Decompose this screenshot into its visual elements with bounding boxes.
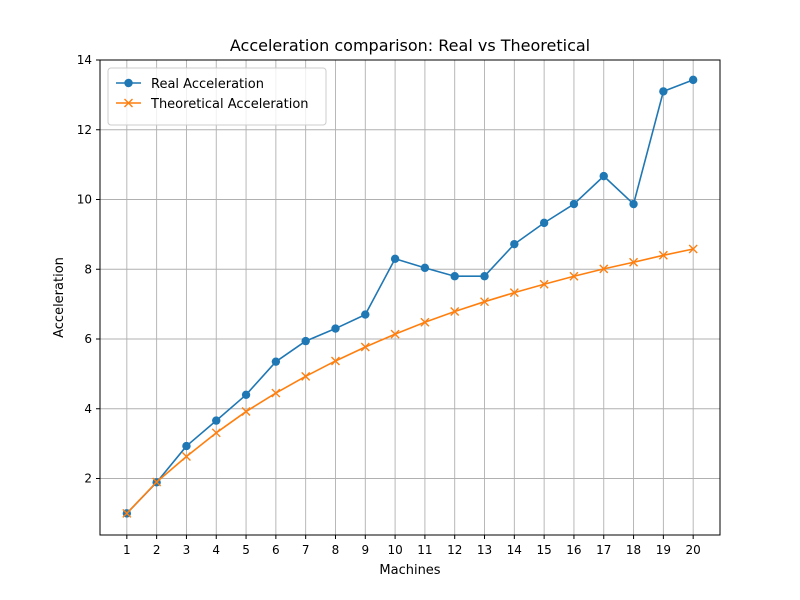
data-point xyxy=(301,371,311,381)
data-point xyxy=(271,357,281,366)
x-tick-label: 2 xyxy=(153,543,161,557)
data-point xyxy=(509,288,519,298)
x-tick-label: 9 xyxy=(361,543,369,557)
data-point xyxy=(390,329,400,339)
legend: Real Acceleration Theoretical Acceleratio… xyxy=(107,67,327,126)
x-tick-label: 20 xyxy=(686,543,701,557)
data-point xyxy=(361,310,370,319)
y-tick-label: 6 xyxy=(84,332,92,346)
x-tick-label: 4 xyxy=(212,543,220,557)
x-tick-label: 16 xyxy=(566,543,581,557)
x-tick-label: 18 xyxy=(626,543,641,557)
x-tick-label: 6 xyxy=(272,543,280,557)
data-point xyxy=(539,279,549,289)
data-point xyxy=(360,342,370,352)
data-point xyxy=(480,272,489,281)
data-point xyxy=(480,297,490,307)
chart-title: Acceleration comparison: Real vs Theoret… xyxy=(230,36,590,55)
x-tick-label: 12 xyxy=(447,543,462,557)
data-point xyxy=(688,244,698,254)
data-point xyxy=(629,199,638,209)
data-point xyxy=(241,407,251,417)
data-point xyxy=(182,441,191,451)
x-tick-label: 7 xyxy=(302,543,310,557)
legend-marker xyxy=(124,78,133,88)
data-point xyxy=(420,263,430,273)
data-point xyxy=(301,336,310,346)
axis-ticks: 1 2 3 4 5 6 7 8 9 10 11 12 13 14 15 16 17 18 19 20246810121… xyxy=(77,53,701,557)
x-tick-label: 15 xyxy=(536,543,551,557)
x-tick-label: 11 xyxy=(417,543,432,557)
x-tick-label: 13 xyxy=(477,543,492,557)
data-point xyxy=(510,239,519,249)
data-point xyxy=(211,428,221,438)
y-tick-label: 10 xyxy=(77,193,92,207)
x-tick-label: 14 xyxy=(507,543,522,557)
data-point xyxy=(331,324,340,333)
x-axis-label: Machines xyxy=(379,563,440,578)
grid xyxy=(100,59,720,535)
data-point xyxy=(122,508,132,518)
data-point xyxy=(629,257,639,267)
y-tick-label: 4 xyxy=(84,402,92,416)
y-tick-label: 8 xyxy=(84,262,92,276)
x-tick-label: 10 xyxy=(387,543,402,557)
data-point xyxy=(330,356,340,366)
y-tick-label: 2 xyxy=(84,472,92,486)
data-point xyxy=(450,306,460,316)
data-point xyxy=(599,264,609,274)
data-point xyxy=(152,477,162,487)
x-tick-label: 3 xyxy=(183,543,191,557)
data-point xyxy=(539,218,549,228)
data-point xyxy=(450,272,459,281)
data-point xyxy=(420,317,430,327)
x-tick-label: 8 xyxy=(332,543,340,557)
y-tick-label: 14 xyxy=(77,53,92,67)
data-point xyxy=(658,250,668,260)
series-line-1 xyxy=(126,79,694,514)
plot-frame xyxy=(99,59,721,536)
data-point xyxy=(569,199,579,209)
data-point xyxy=(181,452,191,462)
x-tick-label: 19 xyxy=(656,543,671,557)
data-point xyxy=(271,388,281,398)
series-group xyxy=(122,75,698,518)
legend-box xyxy=(107,67,327,126)
y-axis-label: Acceleration xyxy=(52,257,67,338)
data-point xyxy=(688,75,698,85)
legend-label: Real Acceleration xyxy=(151,77,264,92)
legend-label: Theoretical Acceleration xyxy=(150,97,309,112)
legend-marker xyxy=(124,98,133,108)
data-point xyxy=(599,171,608,181)
data-point xyxy=(241,390,251,400)
data-point xyxy=(569,271,579,281)
y-tick-label: 12 xyxy=(77,123,92,137)
data-point xyxy=(212,416,221,425)
data-point xyxy=(390,254,400,263)
x-tick-label: 17 xyxy=(596,543,611,557)
x-tick-label: 5 xyxy=(242,543,250,557)
series-line-2 xyxy=(126,248,694,514)
x-tick-label: 1 xyxy=(123,543,131,557)
data-point xyxy=(659,87,668,96)
